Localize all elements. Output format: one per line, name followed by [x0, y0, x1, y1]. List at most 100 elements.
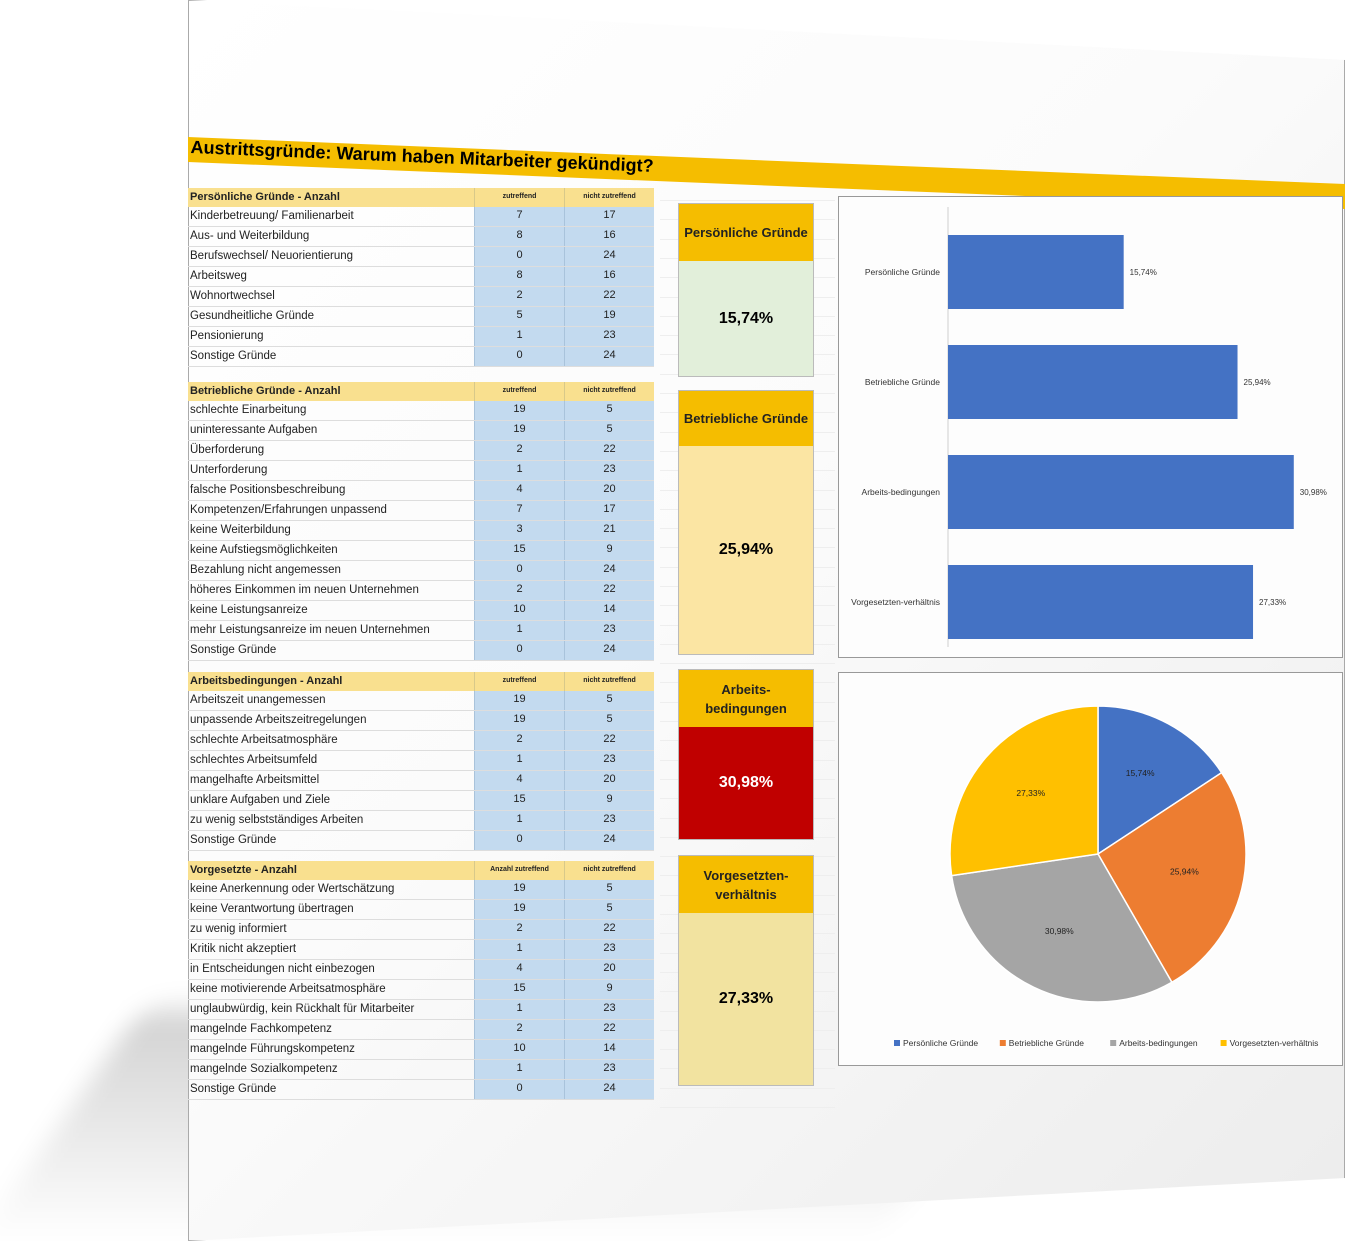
- row-label[interactable]: Arbeitsweg: [190, 270, 247, 282]
- not-applies-count[interactable]: 23: [564, 811, 654, 830]
- applies-count[interactable]: 4: [474, 481, 564, 500]
- applies-count[interactable]: 19: [474, 401, 564, 420]
- not-applies-count[interactable]: 9: [564, 980, 654, 999]
- applies-count[interactable]: 8: [474, 227, 564, 246]
- row-label[interactable]: Sonstige Gründe: [190, 350, 277, 362]
- row-label[interactable]: mangelhafte Arbeitsmittel: [190, 774, 320, 786]
- applies-count[interactable]: 15: [474, 791, 564, 810]
- applies-count[interactable]: 0: [474, 641, 564, 660]
- applies-count[interactable]: 0: [474, 247, 564, 266]
- row-label[interactable]: unklare Aufgaben und Ziele: [190, 794, 331, 806]
- not-applies-count[interactable]: 16: [564, 227, 654, 246]
- row-label[interactable]: unglaubwürdig, kein Rückhalt für Mitarbe…: [190, 1003, 415, 1015]
- not-applies-count[interactable]: 5: [564, 421, 654, 440]
- not-applies-count[interactable]: 24: [564, 347, 654, 366]
- not-applies-count[interactable]: 24: [564, 831, 654, 850]
- applies-count[interactable]: 2: [474, 287, 564, 306]
- applies-count[interactable]: 10: [474, 601, 564, 620]
- applies-count[interactable]: 0: [474, 561, 564, 580]
- applies-count[interactable]: 10: [474, 1040, 564, 1059]
- not-applies-count[interactable]: 22: [564, 581, 654, 600]
- applies-count[interactable]: 2: [474, 1020, 564, 1039]
- row-label[interactable]: mangelnde Fachkompetenz: [190, 1023, 332, 1035]
- row-label[interactable]: Kritik nicht akzeptiert: [190, 943, 297, 955]
- not-applies-count[interactable]: 23: [564, 1000, 654, 1019]
- not-applies-count[interactable]: 17: [564, 501, 654, 520]
- not-applies-count[interactable]: 23: [564, 461, 654, 480]
- row-label[interactable]: keine Anerkennung oder Wertschätzung: [190, 883, 395, 895]
- row-label[interactable]: schlechtes Arbeitsumfeld: [190, 754, 318, 766]
- row-label[interactable]: schlechte Arbeitsatmosphäre: [190, 734, 338, 746]
- row-label[interactable]: keine Verantwortung übertragen: [190, 903, 354, 915]
- applies-count[interactable]: 2: [474, 920, 564, 939]
- row-label[interactable]: zu wenig informiert: [190, 923, 287, 935]
- not-applies-count[interactable]: 23: [564, 1060, 654, 1079]
- not-applies-count[interactable]: 20: [564, 960, 654, 979]
- not-applies-count[interactable]: 14: [564, 1040, 654, 1059]
- row-label[interactable]: Sonstige Gründe: [190, 834, 277, 846]
- applies-count[interactable]: 2: [474, 441, 564, 460]
- row-label[interactable]: schlechte Einarbeitung: [190, 404, 307, 416]
- applies-count[interactable]: 8: [474, 267, 564, 286]
- row-label[interactable]: Aus- und Weiterbildung: [190, 230, 310, 242]
- not-applies-count[interactable]: 23: [564, 621, 654, 640]
- not-applies-count[interactable]: 24: [564, 1080, 654, 1099]
- not-applies-count[interactable]: 17: [564, 207, 654, 226]
- not-applies-count[interactable]: 23: [564, 327, 654, 346]
- not-applies-count[interactable]: 22: [564, 441, 654, 460]
- applies-count[interactable]: 19: [474, 900, 564, 919]
- applies-count[interactable]: 4: [474, 771, 564, 790]
- applies-count[interactable]: 19: [474, 711, 564, 730]
- not-applies-count[interactable]: 20: [564, 481, 654, 500]
- not-applies-count[interactable]: 24: [564, 561, 654, 580]
- row-label[interactable]: mehr Leistungsanreize im neuen Unternehm…: [190, 624, 430, 636]
- not-applies-count[interactable]: 9: [564, 541, 654, 560]
- applies-count[interactable]: 0: [474, 1080, 564, 1099]
- row-label[interactable]: Sonstige Gründe: [190, 644, 277, 656]
- applies-count[interactable]: 1: [474, 940, 564, 959]
- applies-count[interactable]: 19: [474, 880, 564, 899]
- applies-count[interactable]: 19: [474, 421, 564, 440]
- row-label[interactable]: Arbeitszeit unangemessen: [190, 694, 326, 706]
- not-applies-count[interactable]: 5: [564, 711, 654, 730]
- row-label[interactable]: Gesundheitliche Gründe: [190, 310, 315, 322]
- not-applies-count[interactable]: 20: [564, 771, 654, 790]
- not-applies-count[interactable]: 14: [564, 601, 654, 620]
- not-applies-count[interactable]: 22: [564, 731, 654, 750]
- row-label[interactable]: Pensionierung: [190, 330, 264, 342]
- not-applies-count[interactable]: 23: [564, 751, 654, 770]
- row-label[interactable]: mangelnde Führungskompetenz: [190, 1043, 355, 1055]
- row-label[interactable]: keine Aufstiegsmöglichkeiten: [190, 544, 338, 556]
- row-label[interactable]: Überforderung: [190, 444, 265, 456]
- applies-count[interactable]: 7: [474, 207, 564, 226]
- row-label[interactable]: Kinderbetreuung/ Familienarbeit: [190, 210, 354, 222]
- not-applies-count[interactable]: 5: [564, 691, 654, 710]
- row-label[interactable]: unpassende Arbeitszeitregelungen: [190, 714, 367, 726]
- applies-count[interactable]: 1: [474, 621, 564, 640]
- not-applies-count[interactable]: 22: [564, 287, 654, 306]
- row-label[interactable]: Berufswechsel/ Neuorientierung: [190, 250, 354, 262]
- not-applies-count[interactable]: 22: [564, 920, 654, 939]
- applies-count[interactable]: 4: [474, 960, 564, 979]
- applies-count[interactable]: 2: [474, 581, 564, 600]
- row-label[interactable]: uninteressante Aufgaben: [190, 424, 318, 436]
- row-label[interactable]: Wohnortwechsel: [190, 290, 275, 302]
- not-applies-count[interactable]: 22: [564, 1020, 654, 1039]
- row-label[interactable]: höheres Einkommen im neuen Unternehmen: [190, 584, 419, 596]
- not-applies-count[interactable]: 5: [564, 900, 654, 919]
- applies-count[interactable]: 5: [474, 307, 564, 326]
- applies-count[interactable]: 1: [474, 461, 564, 480]
- not-applies-count[interactable]: 16: [564, 267, 654, 286]
- not-applies-count[interactable]: 23: [564, 940, 654, 959]
- row-label[interactable]: zu wenig selbstständiges Arbeiten: [190, 814, 364, 826]
- row-label[interactable]: Unterforderung: [190, 464, 268, 476]
- row-label[interactable]: Sonstige Gründe: [190, 1083, 277, 1095]
- applies-count[interactable]: 1: [474, 751, 564, 770]
- applies-count[interactable]: 1: [474, 1000, 564, 1019]
- not-applies-count[interactable]: 21: [564, 521, 654, 540]
- not-applies-count[interactable]: 5: [564, 880, 654, 899]
- applies-count[interactable]: 15: [474, 980, 564, 999]
- applies-count[interactable]: 2: [474, 731, 564, 750]
- row-label[interactable]: Bezahlung nicht angemessen: [190, 564, 341, 576]
- applies-count[interactable]: 1: [474, 327, 564, 346]
